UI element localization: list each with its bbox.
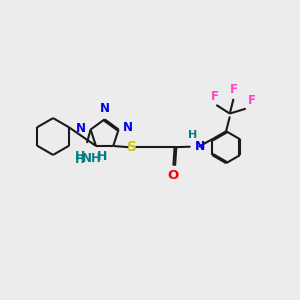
Text: F: F <box>211 90 219 103</box>
Text: O: O <box>168 169 179 182</box>
Text: N: N <box>100 102 110 115</box>
Text: S: S <box>127 140 137 154</box>
Text: F: F <box>230 83 238 96</box>
Text: H: H <box>97 150 107 164</box>
Text: H: H <box>75 150 86 164</box>
Text: N: N <box>195 140 205 153</box>
Text: NH: NH <box>82 152 102 165</box>
Text: N: N <box>76 122 86 135</box>
Text: N: N <box>123 121 133 134</box>
Text: H: H <box>75 153 85 166</box>
Text: F: F <box>248 94 256 107</box>
Text: H: H <box>188 130 197 140</box>
